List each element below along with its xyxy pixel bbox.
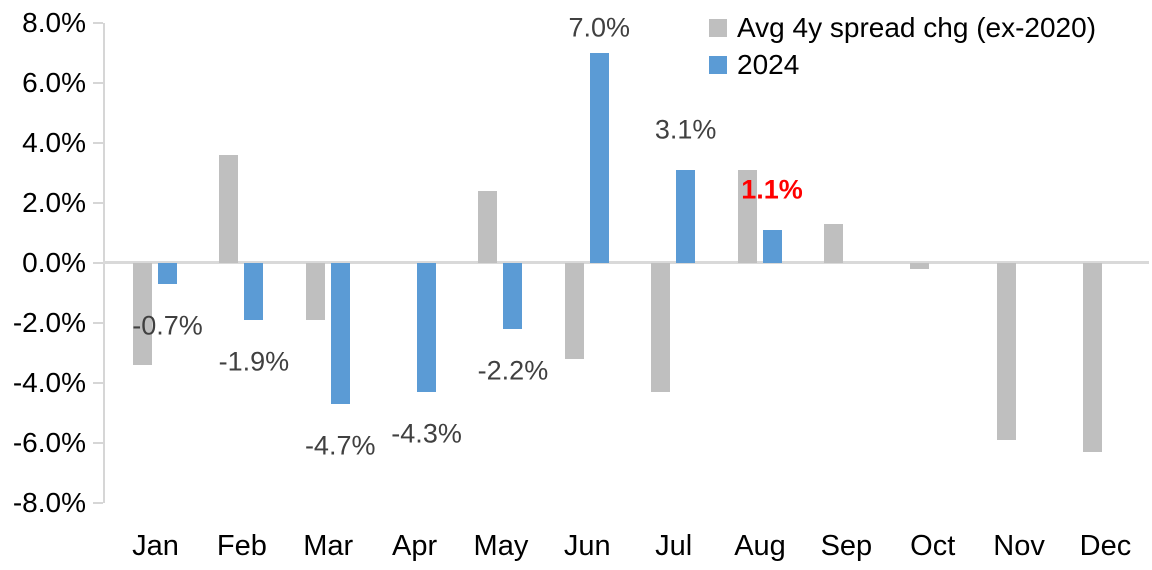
zero-baseline bbox=[103, 261, 1149, 264]
x-tick-label-nov: Nov bbox=[993, 530, 1045, 562]
bar-2024-feb bbox=[244, 263, 264, 320]
bar-avg-may bbox=[478, 191, 498, 263]
legend-swatch-2024 bbox=[709, 56, 727, 74]
data-label-feb: -1.9% bbox=[218, 346, 290, 377]
legend-item-2024: 2024 bbox=[709, 51, 1096, 79]
y-tick-mark bbox=[93, 262, 103, 264]
y-tick-label: -2.0% bbox=[12, 307, 86, 338]
y-tick-label: 4.0% bbox=[22, 127, 86, 158]
legend-swatch-avg-4y-spread bbox=[709, 19, 727, 37]
x-tick-label-feb: Feb bbox=[216, 530, 267, 562]
bar-2024-jul bbox=[676, 170, 696, 263]
y-tick-mark bbox=[93, 142, 103, 144]
y-tick-label: -4.0% bbox=[12, 367, 86, 398]
legend-label-avg-4y-spread: Avg 4y spread chg (ex-2020) bbox=[737, 12, 1097, 43]
y-tick-mark bbox=[93, 322, 103, 324]
bar-2024-mar bbox=[330, 263, 350, 404]
x-tick-label-jul: Jul bbox=[655, 530, 693, 562]
bar-avg-oct bbox=[910, 263, 930, 269]
data-label-aug: 1.1% bbox=[741, 174, 803, 205]
y-tick-label: -6.0% bbox=[12, 427, 86, 458]
bar-avg-aug bbox=[737, 170, 757, 263]
y-tick-label: 6.0% bbox=[22, 67, 86, 98]
legend-label-2024: 2024 bbox=[737, 49, 800, 80]
bar-avg-feb bbox=[219, 155, 239, 263]
bar-avg-jul bbox=[651, 263, 671, 392]
bar-avg-nov bbox=[996, 263, 1016, 440]
bar-avg-jun bbox=[564, 263, 584, 359]
data-label-jul: 3.1% bbox=[654, 114, 717, 145]
x-tick-label-may: May bbox=[473, 530, 529, 562]
data-label-jan: -0.7% bbox=[132, 310, 203, 341]
x-tick-label-jan: Jan bbox=[132, 530, 179, 562]
y-tick-mark bbox=[93, 202, 103, 204]
y-tick-label: 8.0% bbox=[22, 7, 86, 38]
data-label-may: -2.2% bbox=[477, 355, 549, 386]
bar-2024-apr bbox=[417, 263, 437, 392]
x-tick-label-apr: Apr bbox=[392, 530, 438, 562]
y-tick-mark bbox=[93, 82, 103, 84]
chart-legend: Avg 4y spread chg (ex-2020) 2024 bbox=[709, 14, 1096, 88]
y-tick-mark bbox=[93, 382, 103, 384]
bar-2024-may bbox=[503, 263, 523, 329]
data-label-mar: -4.7% bbox=[304, 430, 376, 461]
bar-avg-sep bbox=[823, 224, 843, 263]
y-tick-label: 2.0% bbox=[22, 187, 86, 218]
x-tick-label-dec: Dec bbox=[1079, 530, 1132, 562]
bar-2024-jan bbox=[158, 263, 177, 284]
x-tick-label-jun: Jun bbox=[563, 530, 611, 562]
legend-item-avg-4y-spread: Avg 4y spread chg (ex-2020) bbox=[709, 14, 1096, 42]
bar-avg-dec bbox=[1082, 263, 1102, 452]
y-tick-label: -8.0% bbox=[12, 487, 86, 518]
y-tick-mark bbox=[93, 442, 103, 444]
x-tick-label-oct: Oct bbox=[910, 530, 956, 562]
bar-avg-jan bbox=[133, 263, 152, 365]
y-tick-mark bbox=[93, 22, 103, 24]
x-tick-label-aug: Aug bbox=[734, 530, 786, 562]
y-tick-label: 0.0% bbox=[22, 247, 86, 278]
bar-2024-jun bbox=[589, 53, 609, 263]
data-label-jun: 7.0% bbox=[568, 12, 631, 43]
y-tick-mark bbox=[93, 502, 103, 504]
x-tick-label-mar: Mar bbox=[303, 530, 354, 562]
bar-avg-mar bbox=[305, 263, 325, 320]
data-label-apr: -4.3% bbox=[391, 418, 462, 449]
x-tick-label-sep: Sep bbox=[820, 530, 873, 562]
bar-2024-aug bbox=[762, 230, 782, 263]
